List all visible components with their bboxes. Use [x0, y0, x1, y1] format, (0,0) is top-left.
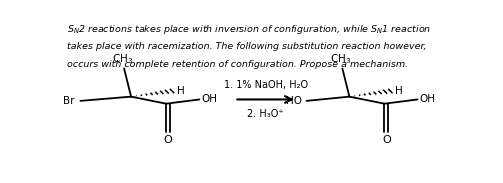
Text: occurs with complete retention of configuration. Propose a mechanism.: occurs with complete retention of config… — [67, 60, 408, 69]
Text: O: O — [164, 135, 173, 145]
Text: OH: OH — [420, 94, 436, 104]
Text: H: H — [395, 86, 403, 96]
Text: $S_N$2 reactions takes place with inversion of configuration, while $S_N$1 react: $S_N$2 reactions takes place with invers… — [67, 23, 431, 36]
Text: 1. 1% NaOH, H₂O: 1. 1% NaOH, H₂O — [223, 80, 308, 90]
Text: CH$_3$: CH$_3$ — [330, 52, 351, 66]
Text: 2. H₃O⁺: 2. H₃O⁺ — [247, 109, 284, 119]
Text: HO: HO — [286, 96, 302, 106]
Text: CH$_3$: CH$_3$ — [112, 52, 133, 66]
Text: O: O — [382, 135, 391, 145]
Text: takes place with racemization. The following substitution reaction however,: takes place with racemization. The follo… — [67, 42, 426, 51]
Text: H: H — [177, 86, 185, 96]
Text: Br: Br — [63, 96, 74, 106]
Text: OH: OH — [201, 94, 217, 104]
